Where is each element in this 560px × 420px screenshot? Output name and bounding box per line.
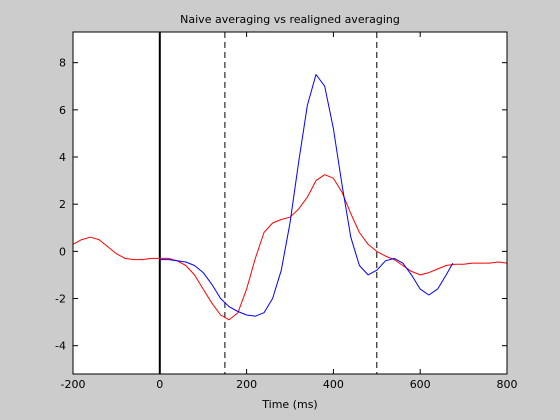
x-tick-label: 0	[156, 378, 163, 391]
x-tick-label: 400	[323, 378, 344, 391]
y-tick-label: 0	[59, 245, 66, 258]
y-tick-label: 6	[59, 104, 66, 117]
series-line-0	[72, 174, 508, 321]
x-tick-label: 200	[236, 378, 257, 391]
y-tick-label: -4	[55, 340, 66, 353]
x-tick-label: -200	[61, 378, 86, 391]
y-tick-label: 2	[59, 198, 66, 211]
x-tick-label: 600	[410, 378, 431, 391]
series-line-1	[159, 74, 454, 317]
chart-title: Naive averaging vs realigned averaging	[180, 13, 400, 26]
y-tick-label: 8	[59, 57, 66, 70]
series-layer	[72, 74, 508, 321]
x-axis: -200 0 200 400 600 800	[61, 32, 518, 391]
plot-area	[73, 32, 507, 374]
y-tick-label: 4	[59, 151, 66, 164]
y-tick-label: -2	[55, 293, 66, 306]
x-axis-label: Time (ms)	[261, 398, 317, 411]
y-axis: -4 -2 0 2 4 6 8	[55, 57, 507, 353]
axes-box	[72, 31, 508, 375]
x-tick-label: 800	[497, 378, 518, 391]
